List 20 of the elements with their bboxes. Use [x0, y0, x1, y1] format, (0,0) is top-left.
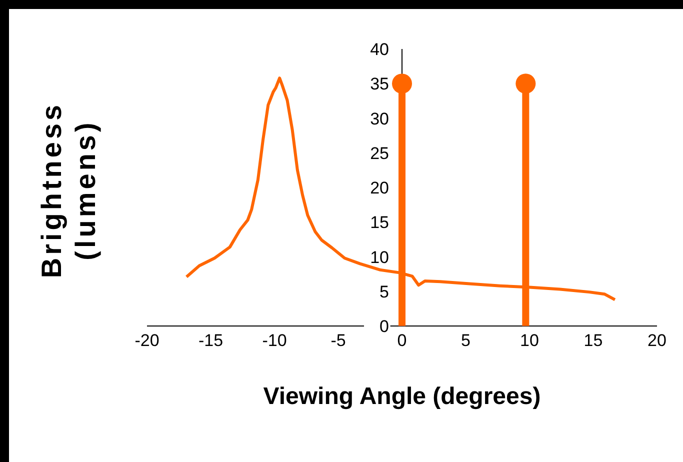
y-tick-label: 20: [370, 178, 389, 198]
x-tick-label: 15: [584, 331, 603, 350]
y-tick-label: 40: [370, 40, 389, 59]
x-axis-title: Viewing Angle (degrees): [263, 383, 541, 410]
y-tick-label: 25: [370, 144, 389, 163]
x-tick-label: -10: [262, 331, 287, 350]
y-axis-title: Brightness (lumens): [35, 100, 102, 280]
y-tick-label: 0: [380, 317, 389, 336]
y-tick-label: 15: [370, 213, 389, 232]
x-tick-label: -20: [134, 331, 160, 350]
x-tick-label: 20: [648, 331, 666, 350]
x-tick-label: 10: [520, 331, 539, 350]
x-tick-label: 5: [461, 331, 470, 350]
x-tick-label: -5: [330, 331, 346, 350]
y-tick-label: 35: [370, 74, 389, 94]
y-tick-label: 10: [370, 248, 389, 267]
y-tick-label: 30: [370, 109, 389, 128]
x-tick-label: -15: [198, 331, 224, 350]
y-tick-label: 5: [380, 282, 389, 302]
x-tick-label: 0: [397, 331, 407, 350]
